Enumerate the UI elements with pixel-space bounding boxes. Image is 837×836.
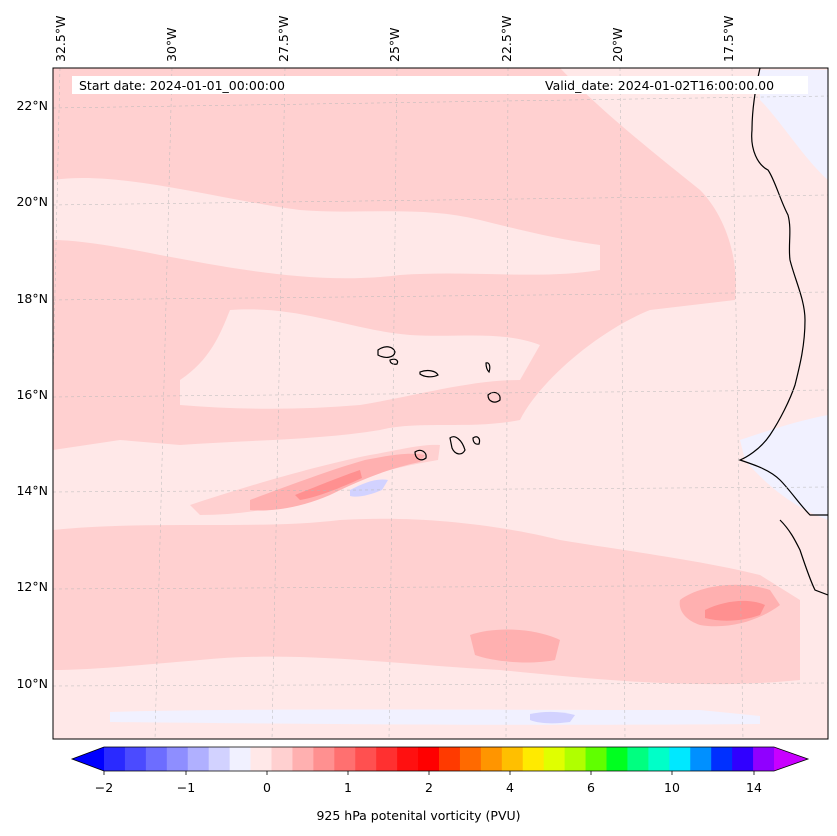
- island-sao-nicolau: [419, 369, 439, 378]
- cb-tick-4: 4: [506, 780, 514, 795]
- pv-south-negative: [110, 709, 760, 725]
- colorbar-segment: [208, 747, 231, 771]
- lat-label-18n: 18°N: [16, 291, 48, 306]
- cb-tick-neg2: −2: [94, 780, 114, 795]
- colorbar-segment: [669, 747, 691, 771]
- colorbar: [70, 746, 810, 775]
- lat-label-22n: 22°N: [16, 98, 48, 113]
- africa-coast-south: [779, 519, 828, 596]
- colorbar-segment: [606, 747, 629, 771]
- colorbar-segment: [166, 747, 189, 771]
- cb-tick-14: 14: [746, 780, 762, 795]
- island-boa-vista: [487, 391, 501, 403]
- colorbar-segment: [104, 747, 126, 771]
- pv-field: [53, 68, 828, 739]
- lat-label-20n: 20°N: [16, 194, 48, 209]
- island-sao-vicente: [389, 358, 399, 365]
- colorbar-segment: [439, 747, 461, 771]
- pv-band-south: [53, 518, 800, 685]
- lon-label-30w: 30°W: [164, 27, 179, 62]
- colorbar-segment: [292, 747, 314, 771]
- island-santiago: [449, 436, 466, 455]
- lat-label-14n: 14°N: [16, 483, 48, 498]
- colorbar-segment: [250, 747, 273, 771]
- pv-south-negative-core: [530, 711, 575, 724]
- lon-label-22-5w: 22.5°W: [499, 15, 514, 62]
- colorbar-label: 925 hPa potenital vorticity (PVU): [316, 808, 521, 823]
- cb-tick-6: 6: [587, 780, 595, 795]
- cb-tick-neg1: −1: [176, 780, 196, 795]
- colorbar-segment: [711, 747, 733, 771]
- colorbar-segment: [187, 747, 210, 771]
- colorbar-segment: [145, 747, 168, 771]
- colorbar-segment: [271, 747, 294, 771]
- colorbar-segment: [480, 747, 503, 771]
- colorbar-segment: [418, 747, 440, 771]
- colorbar-segment: [124, 747, 147, 771]
- pv-coast-negative: [740, 415, 828, 520]
- colorbar-segment: [690, 747, 712, 771]
- pv-band-central: [180, 309, 540, 409]
- colorbar-segment: [564, 747, 587, 771]
- lat-label-16n: 16°N: [16, 387, 48, 402]
- island-fogo: [414, 449, 427, 461]
- island-santo-antao: [377, 346, 396, 358]
- lon-label-32-5w: 32.5°W: [53, 15, 68, 62]
- pv-sw-core-strong: [705, 600, 765, 621]
- cb-tick-10: 10: [664, 780, 680, 795]
- colorbar-extend-max: [774, 747, 808, 771]
- pv-south-medium: [470, 629, 560, 663]
- colorbar-segment: [627, 747, 649, 771]
- colorbar-segment: [376, 747, 398, 771]
- lat-label-12n: 12°N: [16, 579, 48, 594]
- pv-north-negative: [760, 70, 828, 180]
- colorbar-segment: [585, 747, 608, 771]
- header-background: [72, 76, 808, 94]
- colorbar-outline: [70, 746, 810, 772]
- colorbar-segment: [522, 747, 545, 771]
- colorbar-segment: [313, 747, 335, 771]
- colorbar-segment: [753, 747, 775, 771]
- colorbar-segment: [732, 747, 754, 771]
- colorbar-segment: [501, 747, 524, 771]
- africa-coastline: [738, 68, 828, 516]
- pv-band-mid: [53, 177, 600, 279]
- graticule: [53, 68, 828, 739]
- colorbar-segment: [459, 747, 482, 771]
- cb-tick-2: 2: [425, 780, 433, 795]
- island-maio: [472, 436, 481, 445]
- colorbar-segment: [543, 747, 566, 771]
- lat-label-10n: 10°N: [16, 676, 48, 691]
- colorbar-extend-min: [72, 747, 104, 771]
- pv-band-west: [53, 395, 80, 425]
- cb-tick-0: 0: [263, 780, 271, 795]
- lon-label-20w: 20°W: [610, 27, 625, 62]
- lon-label-17-5w: 17.5°W: [721, 15, 736, 62]
- colorbar-segment: [334, 747, 356, 771]
- lon-label-27-5w: 27.5°W: [276, 15, 291, 62]
- colorbar-segment: [229, 747, 252, 771]
- colorbar-segment: [355, 747, 377, 771]
- colorbar-segment: [648, 747, 670, 771]
- map-frame: [52, 67, 829, 740]
- pv-negative-patch: [350, 479, 388, 497]
- lon-label-25w: 25°W: [387, 27, 402, 62]
- colorbar-segment: [397, 747, 419, 771]
- valid-date-text: Valid_date: 2024-01-02T16:00:00.00: [545, 78, 775, 93]
- cb-tick-1: 1: [344, 780, 352, 795]
- island-sal: [485, 362, 491, 374]
- start-date-text: Start date: 2024-01-01_00:00:00: [79, 78, 285, 93]
- pv-streak-strong: [295, 470, 362, 500]
